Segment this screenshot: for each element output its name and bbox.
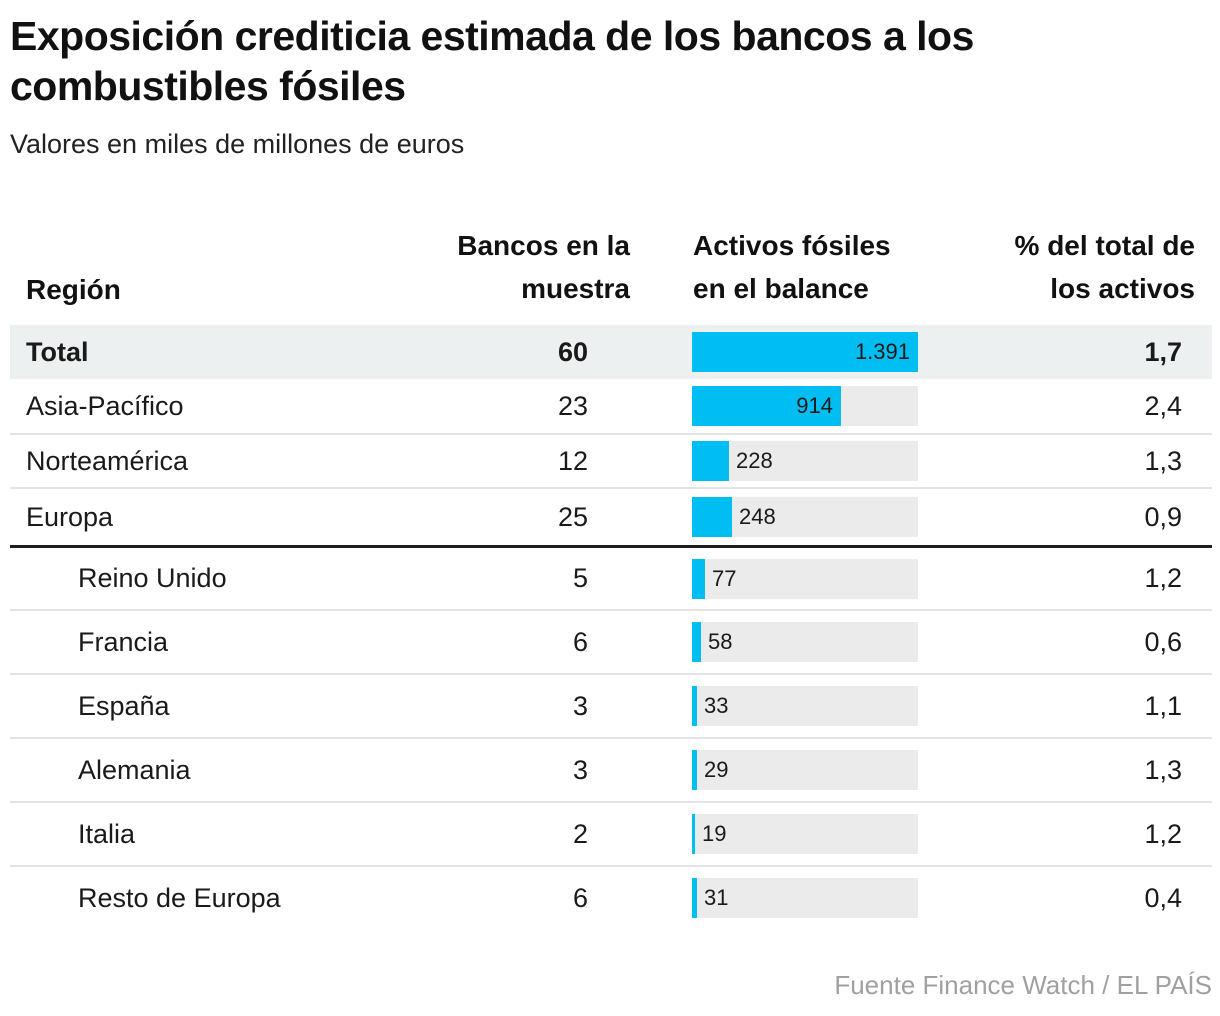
banks-count: 3 — [572, 754, 588, 785]
pct-value: 0,4 — [1144, 882, 1182, 913]
assets-bar-track: 31 — [692, 878, 918, 918]
banks-count: 5 — [572, 563, 588, 593]
region-label: Reino Unido — [78, 563, 227, 593]
assets-bar-track: 248 — [692, 497, 918, 537]
assets-bar-fill — [692, 878, 697, 918]
pct-value: 1,1 — [1144, 690, 1182, 721]
pct-value: 2,4 — [1144, 390, 1182, 421]
assets-bar-track: 33 — [692, 686, 918, 726]
region-label: Total — [26, 336, 89, 367]
assets-bar-cell: 228 — [588, 441, 918, 481]
assets-bar-value: 33 — [704, 693, 729, 718]
assets-bar-track: 1.391 — [692, 332, 918, 372]
pct-value: 1,3 — [1144, 754, 1182, 785]
column-header-assets: Activos fósiles en el balance — [693, 224, 891, 310]
assets-bar-value: 248 — [739, 504, 776, 529]
assets-bar-cell: 58 — [588, 622, 918, 662]
region-label: Asia-Pacífico — [26, 390, 184, 421]
column-header-pct-line2: los activos — [1050, 273, 1195, 304]
assets-bar-fill — [692, 441, 729, 481]
table-row: Resto de Europa 6 31 0,4 — [10, 865, 1212, 929]
region-label: Norteamérica — [26, 445, 189, 476]
assets-bar-fill — [692, 558, 705, 599]
column-header-pct-line1: % del total de — [1014, 230, 1195, 261]
banks-count: 6 — [572, 882, 588, 913]
table-row: España 3 33 1,1 — [10, 673, 1212, 737]
assets-bar-track: 19 — [692, 814, 918, 854]
assets-bar-cell: 1.391 — [588, 332, 918, 372]
banks-count: 6 — [572, 626, 588, 657]
assets-bar-cell: 248 — [588, 497, 918, 537]
region-label: Francia — [78, 626, 169, 657]
table-row: Total 60 1.391 1,7 — [10, 325, 1212, 379]
source-credit: Fuente Finance Watch / EL PAÍS — [834, 970, 1212, 1000]
table-row: Asia-Pacífico 23 914 2,4 — [10, 379, 1212, 433]
assets-bar-fill: 914 — [692, 386, 841, 426]
region-label: Alemania — [78, 754, 191, 785]
pct-value: 1,7 — [1144, 336, 1182, 367]
banks-count: 60 — [557, 336, 588, 367]
pct-value: 1,3 — [1144, 445, 1182, 476]
banks-count: 25 — [557, 501, 588, 532]
banks-count: 3 — [572, 690, 588, 721]
assets-bar-fill — [692, 814, 695, 854]
assets-bar-cell: 19 — [588, 814, 918, 854]
assets-bar-value: 1.391 — [854, 339, 910, 364]
pct-value: 0,9 — [1144, 501, 1182, 532]
chart-title: Exposición crediticia estimada de los ba… — [10, 13, 974, 109]
assets-bar-value: 77 — [712, 565, 737, 591]
assets-bar-cell: 914 — [588, 386, 918, 426]
banks-count: 12 — [557, 445, 588, 476]
assets-bar-fill: 1.391 — [692, 332, 918, 372]
assets-bar-fill — [692, 622, 701, 662]
banks-count: 23 — [557, 390, 588, 421]
assets-bar-fill — [692, 750, 697, 790]
assets-bar-value: 19 — [702, 821, 727, 846]
assets-bar-value: 31 — [704, 885, 729, 910]
assets-bar-track: 228 — [692, 441, 918, 481]
region-label: Resto de Europa — [78, 882, 281, 913]
pct-value: 1,2 — [1144, 563, 1182, 593]
column-header-assets-line2: en el balance — [693, 273, 869, 304]
table-row: Europa 25 248 0,9 — [10, 487, 1212, 545]
assets-bar-fill — [692, 497, 732, 537]
region-label: Italia — [78, 818, 136, 849]
column-header-pct: % del total de los activos — [1015, 224, 1195, 310]
region-label: España — [78, 690, 170, 721]
table-row: Norteamérica 12 228 1,3 — [10, 433, 1212, 487]
assets-bar-cell: 31 — [588, 878, 918, 918]
table-body: Total 60 1.391 1,7 Asia-Pacífico 23 914 2,4 Nort… — [10, 325, 1212, 929]
assets-bar-value: 914 — [796, 393, 833, 418]
assets-bar-cell: 33 — [588, 686, 918, 726]
chart-subtitle: Valores en miles de millones de euros — [10, 129, 465, 159]
column-header-region: Región — [26, 274, 121, 305]
assets-bar-track: 77 — [692, 558, 918, 599]
assets-bar-fill — [692, 686, 697, 726]
table-row: Reino Unido 5 77 1,2 — [10, 545, 1212, 609]
column-header-assets-line1: Activos fósiles — [693, 230, 891, 261]
table-row: Francia 6 58 0,6 — [10, 609, 1212, 673]
assets-bar-value: 58 — [708, 629, 733, 654]
table-row: Alemania 3 29 1,3 — [10, 737, 1212, 801]
column-header-banks: Bancos en la muestra — [457, 224, 630, 310]
assets-bar-track: 58 — [692, 622, 918, 662]
assets-bar-value: 29 — [704, 757, 729, 782]
assets-bar-value: 228 — [736, 448, 773, 473]
column-header-banks-line2: muestra — [521, 273, 630, 304]
banks-count: 2 — [572, 818, 588, 849]
table-row: Italia 2 19 1,2 — [10, 801, 1212, 865]
assets-bar-cell: 77 — [588, 558, 918, 599]
column-header-banks-line1: Bancos en la — [457, 230, 630, 261]
pct-value: 1,2 — [1144, 818, 1182, 849]
pct-value: 0,6 — [1144, 626, 1182, 657]
assets-bar-track: 29 — [692, 750, 918, 790]
assets-bar-track: 914 — [692, 386, 918, 426]
assets-bar-cell: 29 — [588, 750, 918, 790]
region-label: Europa — [26, 501, 114, 532]
